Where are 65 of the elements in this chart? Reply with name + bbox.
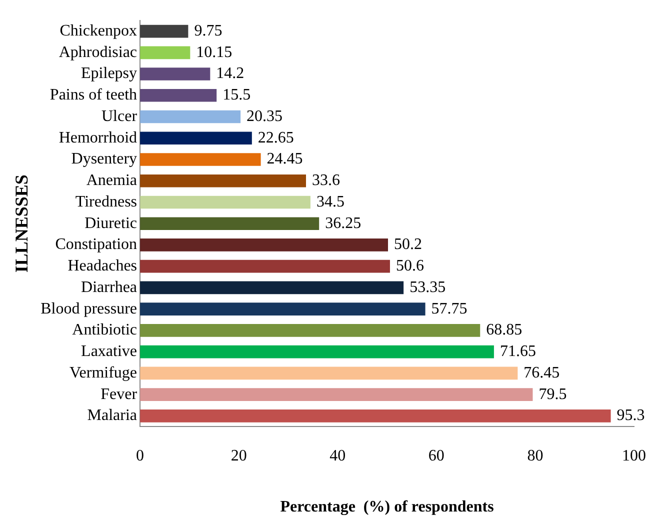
data-label: 33.6 <box>312 172 340 190</box>
x-tick-label: 40 <box>330 447 346 464</box>
y-tick-label: Constipation <box>55 236 138 254</box>
bar <box>140 281 404 294</box>
x-tick-label: 0 <box>136 447 144 464</box>
y-tick-label: Laxative <box>81 343 138 360</box>
bar <box>140 46 190 60</box>
y-tick-label: Antibiotic <box>72 322 138 339</box>
y-tick-label: Headaches <box>68 258 138 275</box>
y-tick-label: Chickenpox <box>60 22 138 40</box>
bar <box>140 217 320 230</box>
data-label: 36.25 <box>325 214 362 232</box>
data-label: 79.5 <box>538 386 567 403</box>
y-tick-label: Vermifuge <box>70 364 138 382</box>
bar <box>140 388 533 401</box>
bar <box>140 132 252 145</box>
bar <box>140 260 390 273</box>
bar <box>140 24 188 38</box>
data-label: 57.75 <box>431 300 468 318</box>
y-tick-label: Epilepsy <box>81 65 138 82</box>
bar <box>140 174 306 188</box>
y-tick-label: Pains of teeth <box>50 86 138 104</box>
data-label: 22.65 <box>258 129 294 146</box>
bar <box>140 302 426 316</box>
data-label: 50.2 <box>394 236 422 254</box>
data-label: 10.15 <box>196 44 232 61</box>
bar <box>140 366 518 380</box>
data-label: 34.5 <box>316 193 344 210</box>
data-label: 68.85 <box>486 322 522 339</box>
y-tick-label: Diuretic <box>84 214 138 232</box>
x-tick-label: 100 <box>622 447 646 464</box>
y-tick-label: Blood pressure <box>40 300 138 318</box>
bar <box>140 110 241 124</box>
bar <box>140 153 261 166</box>
data-label: 20.35 <box>246 108 283 125</box>
x-tick-label: 20 <box>230 447 247 464</box>
data-label: 50.6 <box>396 258 424 275</box>
y-tick-label: Anemia <box>86 172 138 190</box>
y-axis-title: ILLNESSES <box>11 174 32 273</box>
x-axis-title: Percentage (%) of respondents <box>280 498 494 516</box>
y-tick-label: Dysentery <box>71 150 138 168</box>
data-label: 14.2 <box>216 65 244 82</box>
bar <box>140 238 388 252</box>
x-tick-label: 80 <box>527 447 544 464</box>
bar <box>140 345 494 358</box>
bar <box>140 324 480 337</box>
y-tick-label: Diarrhea <box>81 278 138 296</box>
x-tick-label: 60 <box>428 447 444 464</box>
data-label: 95.3 <box>616 407 645 424</box>
data-label: 15.5 <box>222 86 251 104</box>
bar <box>140 196 310 209</box>
data-label: 76.45 <box>524 364 560 382</box>
data-label: 9.75 <box>194 22 222 40</box>
y-tick-label: Ulcer <box>102 108 138 125</box>
data-label: 24.45 <box>266 150 303 168</box>
y-tick-label: Aphrodisiac <box>58 44 138 61</box>
y-tick-label: Fever <box>100 386 138 403</box>
y-tick-label: Hemorrhoid <box>58 129 138 146</box>
data-label: 71.65 <box>500 343 536 360</box>
bar <box>140 88 217 102</box>
y-tick-label: Malaria <box>87 407 138 424</box>
y-tick-label: Tiredness <box>75 193 138 210</box>
bar <box>140 68 210 80</box>
bar <box>140 410 611 422</box>
data-label: 53.35 <box>410 278 446 296</box>
